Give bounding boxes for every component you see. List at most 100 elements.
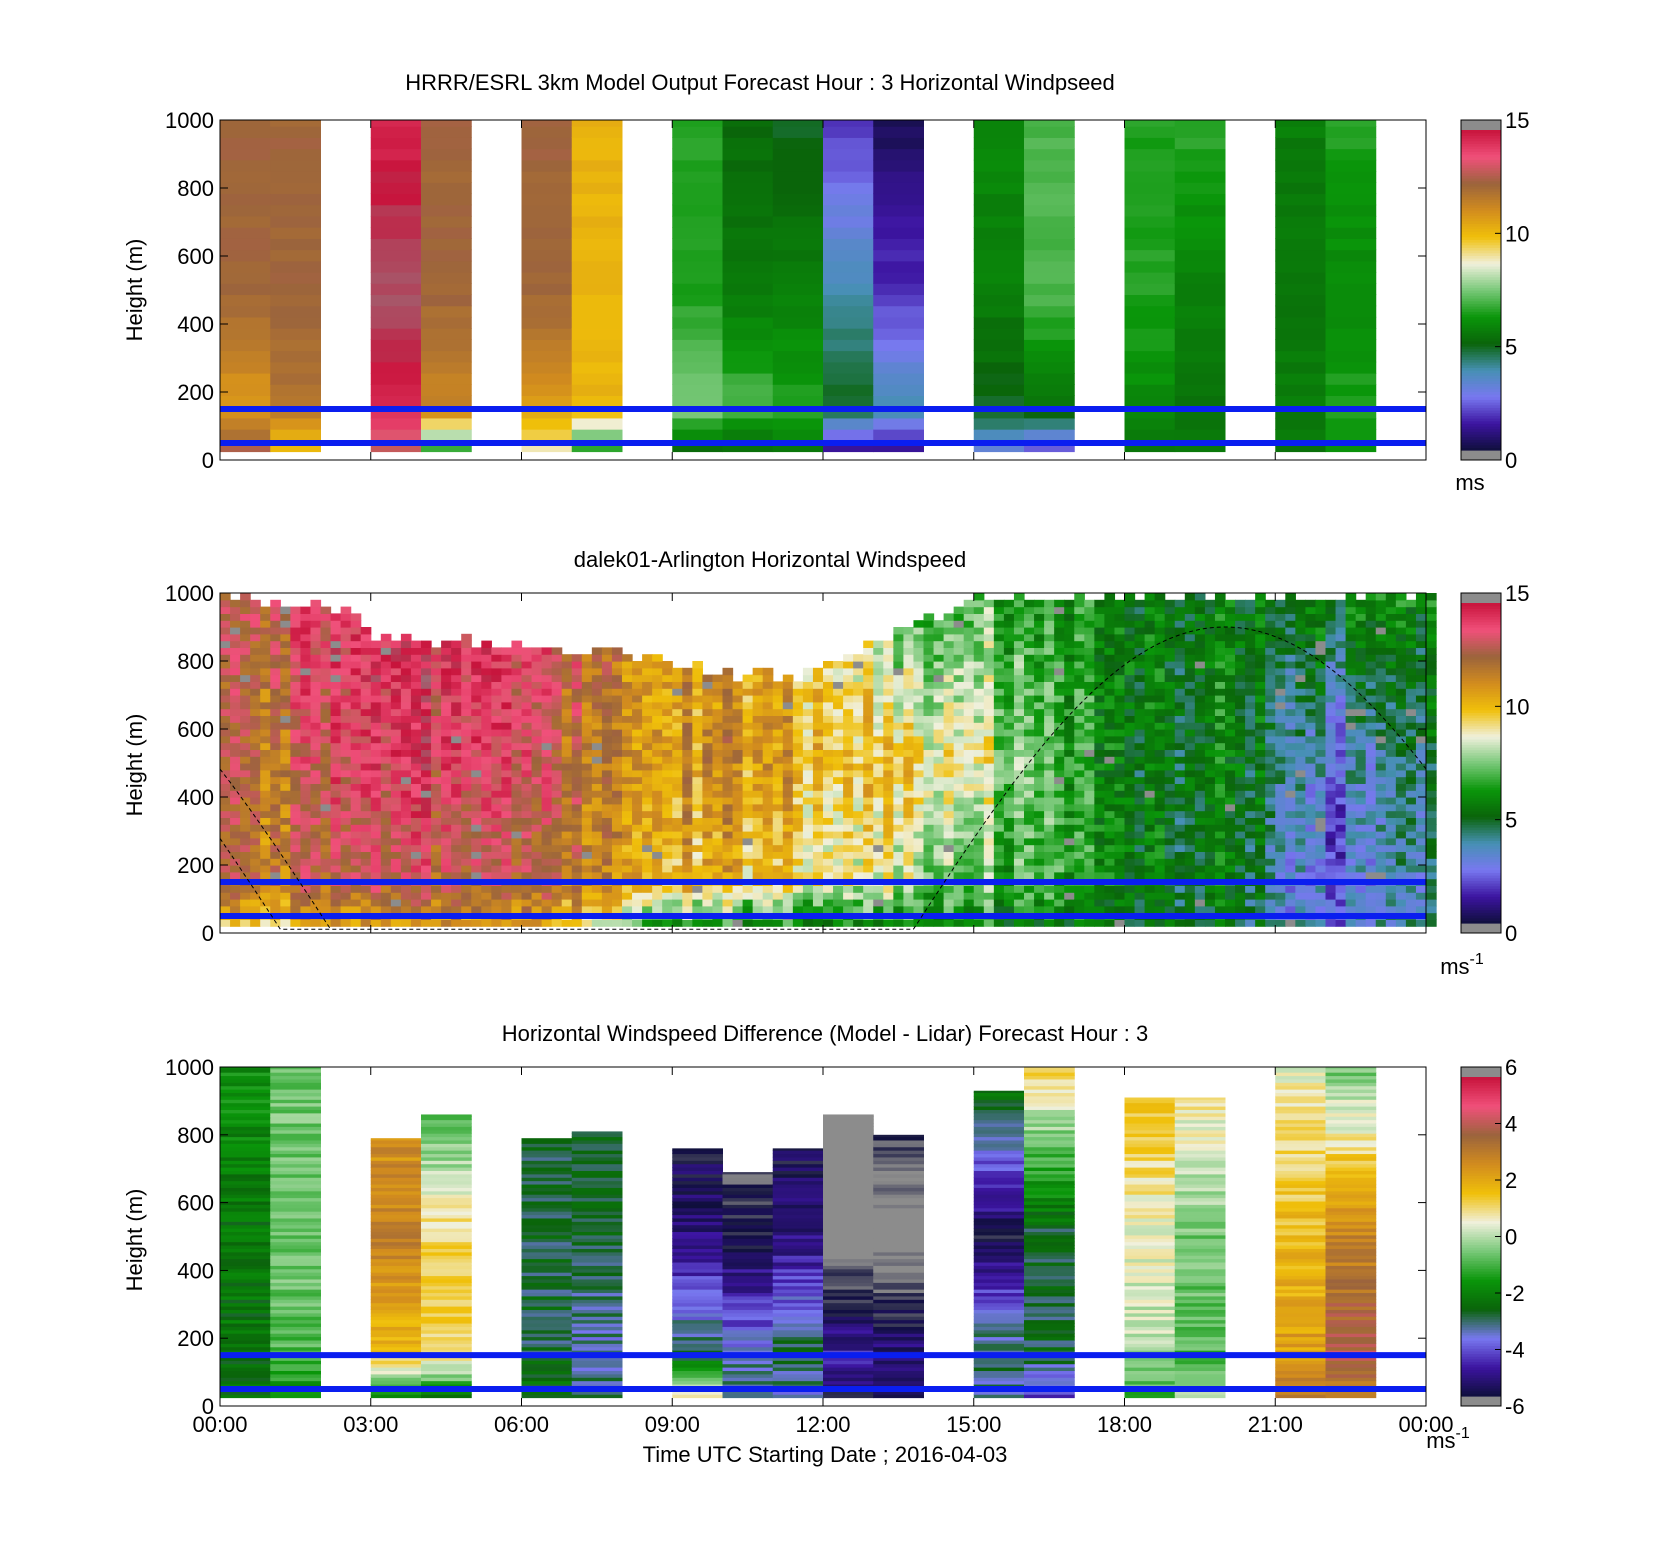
lidar-cell [943,844,955,852]
lidar-cell [410,667,422,676]
lidar-cell [823,844,834,852]
lidar-cell [461,661,472,669]
lidar-cell [792,871,804,880]
lidar-cell [220,606,231,614]
lidar-cell [471,851,482,859]
lidar-cell [451,729,462,737]
lidar-cell [853,654,864,662]
lidar-cell [692,769,703,778]
lidar-cell [752,885,764,893]
lidar-cell [280,803,291,812]
lidar-cell [471,715,482,723]
lidar-cell [431,769,442,778]
model-cell [421,361,472,374]
lidar-cell [360,858,372,866]
lidar-cell [1013,899,1025,907]
lidar-cell [1044,790,1055,798]
lidar-cell [1074,708,1085,716]
lidar-cell [431,837,442,846]
lidar-cell [913,858,925,866]
lidar-cell [240,756,251,764]
lidar-cell [330,667,342,676]
lidar-cell [230,817,241,825]
model-cell [1124,260,1176,273]
lidar-cell [390,837,402,846]
lidar-cell [1124,803,1136,812]
lidar-cell [1003,885,1015,893]
lidar-cell [1184,824,1196,832]
model-cell [270,238,321,251]
lidar-cell [491,695,502,703]
lidar-cell [812,892,824,900]
lidar-cell [1074,749,1085,757]
lidar-cell [792,681,804,689]
lidar-cell [632,769,643,778]
model-cell [220,429,271,441]
lidar-cell [802,688,814,696]
lidar-cell [652,919,663,927]
lidar-cell [833,865,844,873]
lidar-cell [843,851,854,859]
lidar-cell [903,905,915,914]
lidar-cell [481,640,492,648]
lidar-cell [1194,831,1206,839]
lidar-cell [441,851,452,859]
lidar-cell [802,763,814,771]
lidar-cell [491,654,502,662]
lidar-cell [983,633,995,642]
lidar-cell [672,899,683,907]
lidar-cell [601,885,613,893]
lidar-cell [240,817,251,825]
lidar-cell [1134,837,1146,846]
lidar-cell [521,715,533,723]
lidar-cell [320,729,332,737]
lidar-cell [541,701,553,710]
lidar-cell [481,899,492,907]
lidar-cell [943,817,955,825]
lidar-cell [632,783,643,791]
model-cell [1174,384,1226,396]
lidar-cell [471,919,482,927]
lidar-cell [330,871,342,880]
lidar-cell [883,647,894,655]
lidar-cell [511,790,523,798]
lidar-cell [973,797,985,805]
lidar-cell [521,892,533,900]
lidar-cell [260,817,271,825]
lidar-cell [521,885,533,893]
lidar-cell [1174,735,1186,744]
lidar-cell [441,865,452,873]
model-cell [370,417,422,430]
lidar-cell [1024,892,1035,900]
lidar-cell [712,831,724,839]
lidar-cell [1134,661,1146,669]
lidar-cell [943,749,955,757]
model-cell [672,361,723,374]
lidar-cell [1003,769,1015,778]
lidar-cell [1204,858,1216,866]
lidar-cell [1174,858,1186,866]
model-cell [571,350,623,363]
model-cbar-step [1461,148,1501,152]
model-cbar-step [1461,380,1501,384]
lidar-cell [993,824,1005,832]
lidar-cell [1074,599,1085,608]
lidar-cell [1184,756,1196,764]
lidar-cell [1054,667,1065,676]
model-cbar-step [1461,447,1501,451]
model-cell [1325,350,1377,363]
lidar-cell [1003,837,1015,846]
lidar-cell [501,905,513,914]
model-cell [220,271,271,284]
lidar-cell [1124,899,1136,907]
lidar-cell [220,790,231,798]
lidar-cell [1064,735,1075,744]
lidar-cell [812,885,824,893]
lidar-cell [441,674,452,682]
lidar-cell [451,790,462,798]
lidar-cell [531,858,543,866]
lidar-cell [561,681,573,689]
lidar-cell [1134,606,1146,614]
lidar-cell [973,865,985,873]
lidar-cell [1124,667,1136,676]
